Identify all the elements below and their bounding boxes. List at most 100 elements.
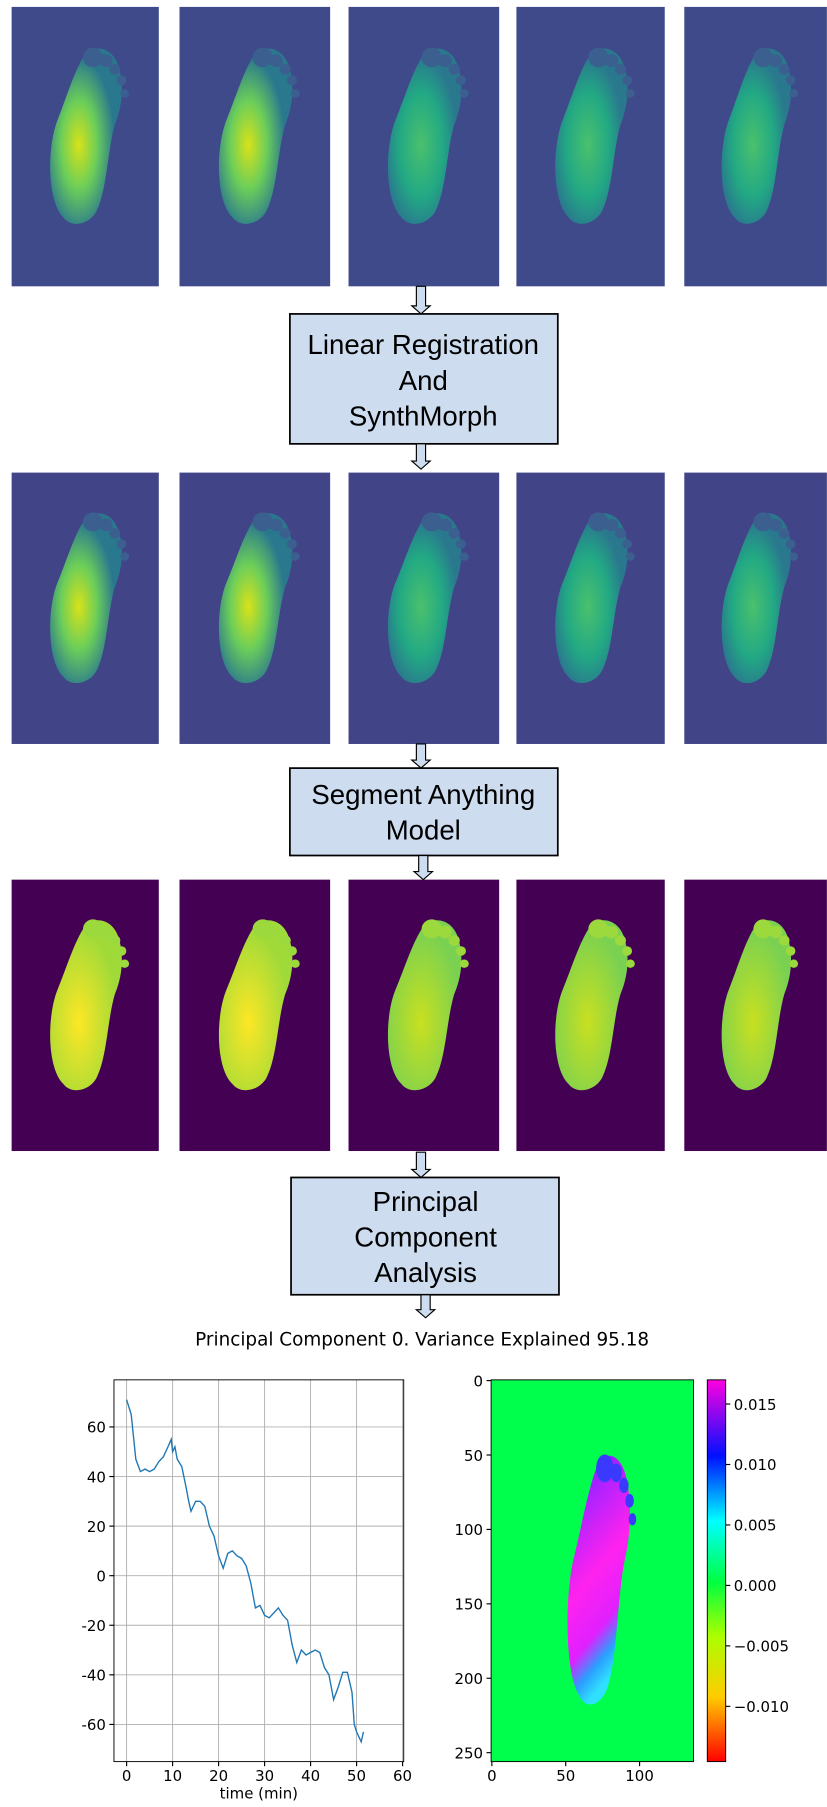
y-tick-label: 250 (455, 1744, 484, 1762)
step-text: Segment Anything (311, 779, 535, 810)
foot-toe (753, 48, 772, 68)
foot-toe (605, 926, 618, 939)
foot-toe (109, 935, 120, 946)
foot-toe (626, 552, 635, 560)
y-tick-label: 200 (455, 1670, 484, 1688)
foot-toe (769, 54, 782, 67)
foot-toe (449, 64, 460, 75)
foot-toe (790, 552, 798, 560)
foot-toe (422, 919, 442, 938)
foot-toe (456, 75, 466, 85)
foot-toe (116, 946, 126, 955)
y-tick-label: -20 (82, 1617, 106, 1635)
x-tick-label: 100 (625, 1767, 654, 1785)
foot-toe (116, 75, 126, 85)
colorbar-tick-label: −0.010 (734, 1698, 789, 1716)
foot-toe (99, 54, 112, 67)
figure-title: Principal Component 0. Variance Explaine… (195, 1329, 649, 1350)
foot-toe (83, 48, 103, 68)
y-tick-label: 0 (96, 1567, 106, 1585)
foot-toe (438, 54, 451, 67)
foot-toe (109, 64, 120, 75)
foot-toe (625, 1494, 634, 1508)
foot-toe (422, 48, 442, 68)
foot-toe (253, 919, 273, 938)
arrow (414, 856, 432, 880)
foot-toe (120, 959, 129, 967)
arrow (412, 1152, 430, 1177)
foot-toe (622, 75, 632, 85)
foot-toe (99, 519, 112, 532)
foot-toe (280, 64, 291, 75)
foot-toe (280, 528, 291, 539)
foot-toe (629, 1513, 637, 1525)
x-tick-label: 60 (393, 1767, 412, 1785)
x-tick-label: 10 (163, 1767, 182, 1785)
y-tick-label: 150 (455, 1596, 484, 1614)
foot-toe (438, 926, 451, 939)
foot-toe (605, 519, 618, 532)
page: {"steps":[{"lines":["Linear Registration… (0, 0, 827, 1803)
foot-toe (120, 89, 129, 98)
foot-toe (588, 48, 608, 68)
foot-toe (253, 48, 273, 68)
foot-toe (269, 926, 282, 939)
foot-toe (769, 519, 782, 532)
foot-toe (449, 528, 460, 539)
foot-toe (109, 528, 120, 539)
foot-toe (753, 512, 772, 531)
foot-toe (786, 75, 796, 85)
foot-toe (449, 935, 460, 946)
step-text: SynthMorph (349, 400, 498, 431)
foot-toe (790, 959, 798, 967)
y-tick-label: 20 (87, 1518, 106, 1536)
foot-toe (291, 552, 300, 560)
arrow (412, 744, 430, 768)
x-tick-label: 40 (301, 1767, 320, 1785)
plot-frame (114, 1380, 404, 1762)
foot-toe (615, 528, 626, 539)
foot-toe (287, 946, 297, 955)
foot-toe (116, 539, 126, 548)
foot-toe (83, 919, 103, 938)
arrow (416, 1295, 434, 1318)
y-tick-label: 50 (464, 1447, 483, 1465)
step-text: Model (386, 814, 461, 845)
foot-toe (456, 946, 466, 955)
colorbar-tick-label: 0.010 (734, 1456, 777, 1474)
y-tick-label: 100 (455, 1521, 484, 1539)
foot-toe (291, 959, 300, 967)
foot-toe (83, 512, 103, 531)
colorbar (707, 1380, 725, 1762)
foot-toe (626, 89, 635, 98)
foot-toe (626, 959, 635, 967)
foot-toe (291, 89, 300, 98)
x-tick-label: 0 (122, 1767, 132, 1785)
foot-toe (610, 1464, 621, 1483)
x-tick-label: 0 (487, 1767, 497, 1785)
foot-toe (269, 519, 282, 532)
foot-toe (287, 75, 297, 85)
x-tick-label: 50 (556, 1767, 575, 1785)
step-text: And (399, 365, 448, 396)
y-tick-label: 40 (87, 1468, 106, 1486)
foot-toe (615, 64, 626, 75)
foot-toe (779, 64, 790, 75)
colorbar-tick-label: 0.000 (734, 1577, 777, 1595)
colorbar-tick-label: −0.005 (734, 1638, 789, 1656)
data-line (127, 1400, 364, 1742)
foot-toe (253, 512, 273, 531)
step-text: Principal (373, 1186, 479, 1217)
foot-toe (460, 552, 469, 560)
x-tick-label: 50 (347, 1767, 366, 1785)
x-tick-label: 20 (209, 1767, 228, 1785)
foot-toe (422, 512, 442, 531)
foot-toe (769, 926, 782, 939)
foot-toe (605, 54, 618, 67)
x-axis-label: time (min) (220, 1784, 298, 1802)
foot-toe (120, 552, 129, 560)
foot-toe (460, 89, 469, 98)
foot-toe (786, 946, 796, 955)
y-tick-label: -60 (82, 1716, 106, 1734)
foot-toe (596, 1454, 613, 1482)
